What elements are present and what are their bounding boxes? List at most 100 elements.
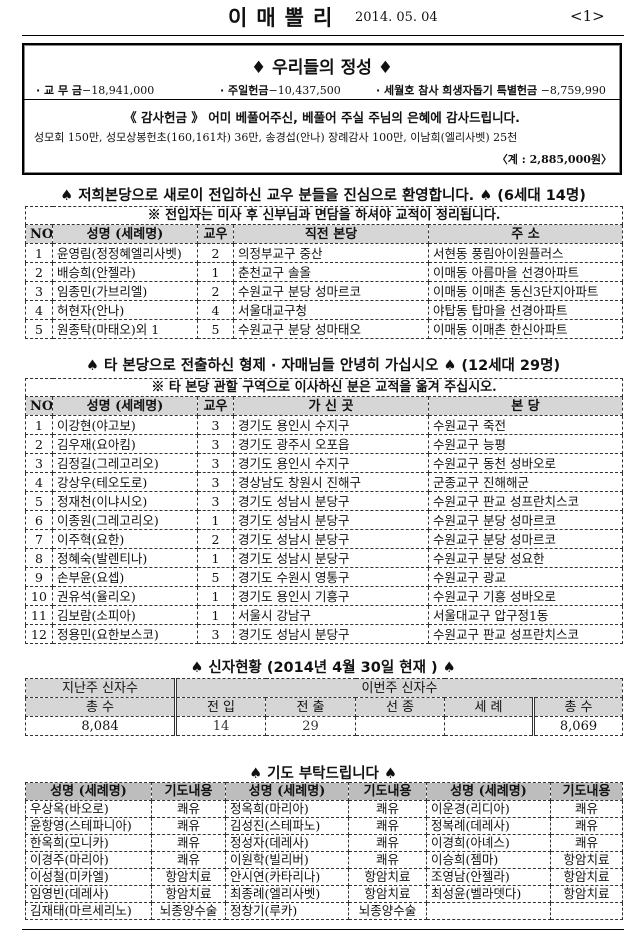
members-cell: 5 xyxy=(197,567,234,587)
prayer-content-cell: 쾌유 xyxy=(348,851,427,869)
table-row: 9 손부윤(요셉) 5 경기도 수원시 영통구 수원교구 광교 xyxy=(25,567,623,587)
place-cell: 경기도 성남시 분당구 xyxy=(233,548,429,568)
parish-cell: 수원교구 죽전 xyxy=(428,415,623,435)
table-row: 2 배승희(안젤라) 1 춘천교구 솔올 이매동 아름마을 선경아파트 xyxy=(25,262,623,282)
prayer-content-cell: 항암치료 xyxy=(151,885,226,903)
place-cell: 경기도 용인시 수지구 xyxy=(233,415,429,435)
offering-box: ♦ 우리들의 정성 ♦ · 교 무 금−18,941,000 · 주일헌금−10… xyxy=(22,43,622,175)
name-cell: 정용민(요한보스코) xyxy=(52,624,198,644)
name-column-header: 성명 (세례명) xyxy=(426,782,551,801)
members-cell: 1 xyxy=(197,548,234,568)
content-column-header: 기도내용 xyxy=(151,782,226,801)
column-header: 교우 xyxy=(197,396,234,416)
place-cell: 경기도 광주시 오포읍 xyxy=(233,434,429,454)
parish-cell: 군종교구 진해해군 xyxy=(428,472,623,492)
name-cell: 배승희(안젤라) xyxy=(52,262,198,282)
members-cell: 4 xyxy=(197,300,234,320)
place-cell: 경기도 성남시 분당구 xyxy=(233,510,429,530)
prayer-content-cell: 항암치료 xyxy=(550,868,623,886)
offering-label: · 주일헌금 xyxy=(220,84,269,97)
name-cell: 이종원(그레고리오) xyxy=(52,510,198,530)
thanks-detail: 성모회 150만, 성모상봉헌초(160,161차) 36만, 송경섭(안나) … xyxy=(34,131,518,144)
prayer-content-cell: 쾌유 xyxy=(348,834,427,852)
bulletin-date: 2014. 05. 04 xyxy=(355,10,438,25)
col-transfer-out: 전 출 xyxy=(265,697,356,717)
prayer-name-cell: 정성자(데레사) xyxy=(225,834,349,852)
name-column-header: 성명 (세례명) xyxy=(25,782,152,801)
this-total-label: 총 수 xyxy=(532,697,623,717)
content-column-header: 기도내용 xyxy=(348,782,427,801)
prayer-name-cell: 김재태(마르세리노) xyxy=(25,902,152,920)
prayer-name-cell: 최종례(엘리사벳) xyxy=(225,885,349,903)
notice-text: ※ 전입자는 미사 후 신부님과 면담을 하셔야 교적이 정리됩니다. xyxy=(25,206,623,225)
table-row: 윤항영(스테파니아) 쾌유 김성진(스테파노) 쾌유 정복례(데레사) 쾌유 xyxy=(25,817,623,835)
table-row: 6 이종원(그레고리오) 1 경기도 성남시 분당구 수원교구 분당 성마르코 xyxy=(25,510,623,530)
name-cell: 강상우(테오도로) xyxy=(52,472,198,492)
members-cell: 1 xyxy=(197,586,234,606)
no-cell: 1 xyxy=(25,243,53,263)
notice-row: ※ 전입자는 미사 후 신부님과 면담을 하셔야 교적이 정리됩니다. xyxy=(25,206,623,225)
prayer-name-cell: 최성윤(벨라뎃다) xyxy=(426,885,551,903)
prayer-name-cell: 조영남(안젤라) xyxy=(426,868,551,886)
no-cell: 4 xyxy=(25,300,53,320)
prayer-content-cell: 쾌유 xyxy=(151,834,226,852)
place-cell: 수원교구 분당 성마르코 xyxy=(233,281,429,301)
column-header: 성명 (세례명) xyxy=(52,396,198,416)
offering-value: −10,437,500 xyxy=(268,84,341,97)
page-number: <1> xyxy=(570,7,605,25)
prayer-name-cell: 한옥희(모니카) xyxy=(25,834,152,852)
offering-value: −8,759,990 xyxy=(540,84,606,97)
column-header: 교우 xyxy=(197,224,234,244)
prayer-content-cell: 쾌유 xyxy=(550,834,623,852)
members-cell: 3 xyxy=(197,415,234,435)
column-header: 직전 본당 xyxy=(233,224,429,244)
no-cell: 9 xyxy=(25,567,53,587)
parish-cell: 수원교구 기흥 성바오로 xyxy=(428,586,623,606)
prayer-name-cell: 이원학(빌리버) xyxy=(225,851,349,869)
table-row: 이성철(미카엘) 항암치료 안시연(카타리나) 항암치료 조영남(안젤라) 항암치료 xyxy=(25,868,623,886)
place-cell: 의정부교구 중산 xyxy=(233,243,429,263)
table-row: 1 윤영림(정정혜엘리사벳) 2 의정부교구 중산 서현동 풍림아이원플러스 xyxy=(25,243,623,263)
believers-table: 지난주 신자수 이번주 신자수 총 수 전 입 전 출 선 종 세 례 총 수 … xyxy=(25,678,623,736)
transfer-in-value: 14 xyxy=(174,716,266,736)
this-week-label: 이번주 신자수 xyxy=(174,678,623,698)
table-row: 11 김보람(소피아) 1 서울시 강남구 서울대교구 압구정1동 xyxy=(25,605,623,625)
deaths-value xyxy=(355,716,445,736)
notice-text: ※ 타 본당 관할 구역으로 이사하신 분은 교적을 옮겨 주십시오. xyxy=(25,378,623,397)
prayer-name-cell: 정창기(루카) xyxy=(225,902,349,920)
table-row: 2 김우재(요아킴) 3 경기도 광주시 오포읍 수원교구 능평 xyxy=(25,434,623,454)
header-row: 성명 (세례명) 기도내용 성명 (세례명) 기도내용 성명 (세례명) 기도내용 xyxy=(25,782,623,801)
members-cell: 3 xyxy=(197,472,234,492)
transfer-in-heading: ♠ 저희본당으로 새로이 전입하신 교우 분들을 진심으로 환영합니다. ♠ (… xyxy=(60,188,586,204)
place-cell: 경상남도 창원시 진해구 xyxy=(233,472,429,492)
thanks-total: 〈계 : 2,885,000원〉 xyxy=(496,153,612,166)
transfer-out-value: 29 xyxy=(265,716,356,736)
name-cell: 허현자(안나) xyxy=(52,300,198,320)
members-cell: 3 xyxy=(197,434,234,454)
no-cell: 2 xyxy=(25,434,53,454)
place-cell: 경기도 용인시 수지구 xyxy=(233,453,429,473)
place-cell: 서울시 강남구 xyxy=(233,605,429,625)
prayer-table: 성명 (세례명) 기도내용 성명 (세례명) 기도내용 성명 (세례명) 기도내용 우상옥(… xyxy=(25,782,623,920)
transfer-out-table: ※ 타 본당 관할 구역으로 이사하신 분은 교적을 옮겨 주십시오. NO 성명 … xyxy=(25,378,623,644)
parish-cell: 이매동 아름마을 선경아파트 xyxy=(428,262,623,282)
transfer-out-heading: ♠ 타 본당으로 전출하신 형제 · 자매님들 안녕히 가십시오 ♠ (12세대… xyxy=(85,358,561,374)
prayer-content-cell: 항암치료 xyxy=(348,868,427,886)
offering-label: · 교 무 금 xyxy=(36,84,83,97)
place-cell: 경기도 성남시 분당구 xyxy=(233,491,429,511)
no-cell: 6 xyxy=(25,510,53,530)
name-cell: 이강현(야고보) xyxy=(52,415,198,435)
footer-divider xyxy=(22,929,624,930)
bulletin-title: 이매뽈리 xyxy=(228,6,342,30)
table-row: 김재태(마르세리노) 뇌종양수술 정창기(루카) 뇌종양수술 xyxy=(25,902,623,920)
name-cell: 김보람(소피아) xyxy=(52,605,198,625)
no-cell: 2 xyxy=(25,262,53,282)
no-cell: 7 xyxy=(25,529,53,549)
offering-label: · 세월호 참사 희생자돕기 특별헌금 xyxy=(376,84,538,97)
name-cell: 정재천(이냐시오) xyxy=(52,491,198,511)
prayer-content-cell: 쾌유 xyxy=(151,851,226,869)
prayer-heading: ♠ 기도 부탁드립니다 ♠ xyxy=(249,766,397,782)
place-cell: 수원교구 분당 성마태오 xyxy=(233,319,429,339)
transfer-in-table: ※ 전입자는 미사 후 신부님과 면담을 하셔야 교적이 정리됩니다. NO 성명 … xyxy=(25,206,623,339)
name-cell: 이주혁(요한) xyxy=(52,529,198,549)
